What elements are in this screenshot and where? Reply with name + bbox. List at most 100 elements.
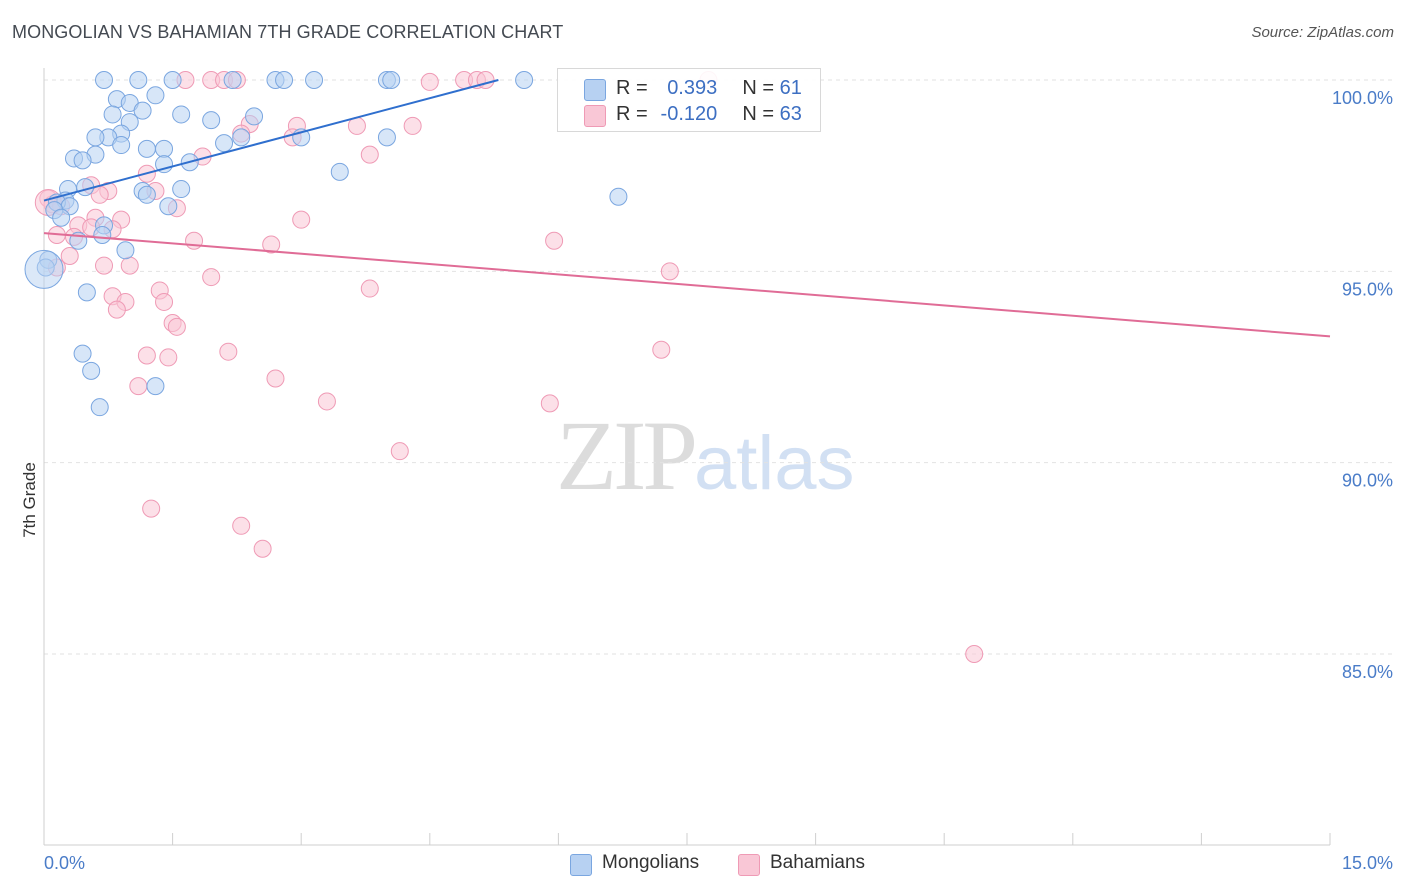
bahamians-point: [120, 256, 139, 275]
mongolians-point: [103, 105, 122, 124]
bahamians-point: [292, 210, 311, 229]
bahamians-point: [95, 256, 114, 275]
mongolians-point: [112, 136, 131, 155]
bahamians-point: [155, 292, 174, 311]
bahamians-swatch: [584, 105, 606, 127]
legend-n-label: N =: [742, 77, 775, 99]
x-tick-label: 0.0%: [44, 853, 85, 873]
mongolians-point: [129, 71, 148, 89]
mongolians-point: [73, 151, 92, 170]
mongolians-legend-label: Mongolians: [602, 852, 700, 873]
bahamians-point: [403, 116, 422, 135]
bahamians-point: [167, 317, 186, 336]
bahamians-points: [34, 71, 984, 663]
bahamians-point: [142, 499, 161, 518]
mongolians-point: [137, 139, 156, 158]
mongolians-point: [86, 128, 105, 147]
mongolians-n-value: 61: [779, 77, 802, 99]
bahamians-point: [545, 231, 564, 250]
chart-title: MONGOLIAN VS BAHAMIAN 7TH GRADE CORRELAT…: [12, 22, 564, 42]
mongolians-point: [232, 128, 251, 147]
bahamians-point: [652, 340, 671, 359]
legend-r-label: R =: [616, 103, 648, 125]
watermark-atlas: atlas: [694, 421, 855, 506]
mongolians-point: [245, 107, 264, 126]
mongolians-point: [52, 208, 71, 227]
bahamians-point: [540, 394, 559, 413]
mongolians-point: [382, 71, 401, 89]
y-tick-label: 95.0%: [1342, 279, 1393, 299]
stats-legend: R = 0.393 N = 61 R = -0.120 N = 63: [557, 68, 821, 132]
mongolians-point: [163, 71, 182, 89]
mongolians-point: [377, 128, 396, 147]
mongolians-point: [133, 101, 152, 120]
bahamians-legend-swatch: [738, 854, 760, 876]
x-tick-label: 15.0%: [1342, 853, 1393, 873]
bahamians-point: [965, 645, 984, 663]
bahamians-point: [107, 300, 126, 319]
mongolians-r-value: 0.393: [667, 77, 718, 99]
y-tick-label: 100.0%: [1332, 88, 1393, 108]
bahamians-legend-label: Bahamians: [770, 852, 866, 873]
mongolians-point: [146, 86, 165, 105]
mongolians-point: [215, 134, 234, 153]
mongolians-point: [93, 225, 112, 244]
bahamians-point: [660, 262, 679, 281]
mongolians-point: [159, 197, 178, 216]
bahamians-point: [360, 279, 379, 298]
mongolians-point: [155, 139, 174, 158]
mongolians-point: [172, 105, 191, 124]
mongolians-point: [137, 185, 156, 204]
bahamians-point: [390, 442, 409, 461]
mongolians-point: [24, 249, 64, 289]
mongolians-point: [73, 344, 92, 363]
mongolians-point: [116, 241, 135, 260]
bahamians-point: [185, 231, 204, 250]
mongolians-point: [202, 111, 221, 130]
mongolians-point: [330, 162, 349, 181]
bahamians-point: [360, 145, 379, 164]
y-tick-label: 90.0%: [1342, 471, 1393, 491]
bahamians-point: [420, 72, 439, 91]
source-label: Source: ZipAtlas.com: [1251, 24, 1394, 41]
mongolians-point: [275, 71, 294, 89]
bahamians-r-value: -0.120: [660, 103, 718, 125]
legend-r-label: R =: [616, 77, 648, 99]
axes: [43, 68, 1331, 846]
bahamians-point: [262, 235, 281, 254]
bahamians-point: [129, 377, 148, 396]
bahamians-point: [159, 348, 178, 367]
mongolians-point: [95, 71, 114, 89]
mongolians-point: [609, 187, 628, 206]
bahamians-point: [253, 539, 272, 558]
bahamians-point: [317, 392, 336, 411]
mongolians-point: [146, 377, 165, 396]
mongolians-point: [223, 71, 242, 89]
mongolians-point: [77, 283, 96, 302]
mongolians-legend-swatch: [570, 854, 592, 876]
tick-labels: 85.0% 90.0% 95.0% 100.0% 0.0% 15.0%: [44, 88, 1393, 873]
bahamians-trend-line: [43, 232, 1331, 338]
bahamians-point: [137, 346, 156, 365]
bahamians-n-value: 63: [779, 103, 802, 125]
mongolians-trend-line: [43, 79, 499, 202]
mongolians-point: [515, 71, 534, 89]
grid-lines: [44, 79, 1395, 655]
mongolians-point: [172, 180, 191, 199]
mongolians-point: [305, 71, 324, 89]
mongolians-swatch: [584, 79, 606, 101]
mongolians-points: [24, 71, 628, 417]
watermark: ZIPatlas: [556, 398, 855, 513]
watermark-zip: ZIP: [556, 400, 698, 511]
bahamians-point: [219, 342, 238, 361]
mongolians-point: [82, 361, 101, 380]
trend-lines: [43, 79, 1331, 338]
mongolians-point: [90, 398, 109, 417]
bahamians-point: [266, 369, 285, 388]
y-tick-label: 85.0%: [1342, 662, 1393, 682]
bahamians-point: [202, 268, 221, 287]
bahamians-point: [232, 516, 251, 535]
bahamians-point: [60, 247, 79, 266]
legend-n-label: N =: [742, 103, 775, 125]
